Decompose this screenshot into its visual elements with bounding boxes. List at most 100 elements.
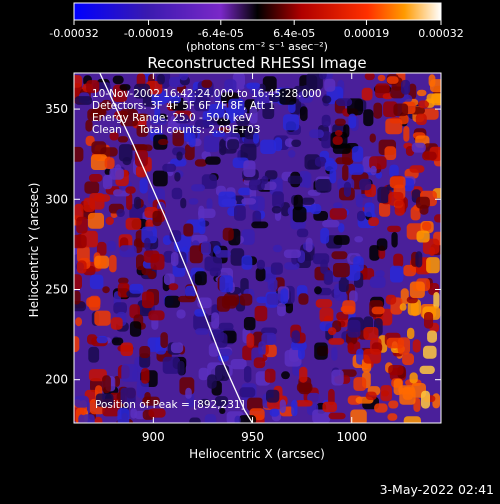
image-pixel-blob xyxy=(144,237,151,250)
image-pixel-blob xyxy=(188,198,199,205)
image-pixel-blob xyxy=(388,400,399,409)
colorbar-tick-label: 0.00032 xyxy=(418,27,464,40)
image-pixel-blob xyxy=(87,212,104,229)
image-pixel-blob xyxy=(150,118,167,125)
image-pixel-blob xyxy=(188,92,196,104)
image-pixel-blob xyxy=(142,291,154,309)
image-pixel-blob xyxy=(287,175,303,184)
x-axis-label: Heliocentric X (arcsec) xyxy=(189,447,325,461)
image-pixel-blob xyxy=(353,377,367,391)
image-pixel-blob xyxy=(422,151,437,161)
image-pixel-blob xyxy=(433,292,440,309)
image-pixel-blob xyxy=(410,206,421,221)
image-pixel-blob xyxy=(301,197,315,205)
image-pixel-blob xyxy=(88,174,103,182)
image-pixel-blob xyxy=(354,236,364,243)
image-pixel-blob xyxy=(75,317,82,327)
image-pixel-blob xyxy=(331,251,348,260)
image-pixel-blob xyxy=(136,254,145,271)
image-pixel-blob xyxy=(269,408,280,417)
image-pixel-blob xyxy=(211,312,220,329)
image-pixel-blob xyxy=(377,74,386,82)
image-pixel-blob xyxy=(418,100,429,109)
image-pixel-blob xyxy=(434,214,441,223)
image-pixel-blob xyxy=(272,191,284,208)
image-pixel-blob xyxy=(74,290,81,305)
image-pixel-blob xyxy=(284,262,300,270)
image-pixel-blob xyxy=(299,366,308,383)
image-pixel-blob xyxy=(376,238,388,251)
image-pixel-blob xyxy=(136,113,149,121)
image-pixel-blob xyxy=(78,414,95,423)
image-pixel-blob xyxy=(195,328,209,335)
image-pixel-blob xyxy=(218,191,236,208)
image-pixel-blob xyxy=(109,168,124,180)
image-pixel-blob xyxy=(201,79,213,88)
image-pixel-blob xyxy=(130,408,138,419)
image-pixel-blob xyxy=(194,159,207,167)
image-pixel-blob xyxy=(218,322,234,331)
image-pixel-blob xyxy=(281,371,290,380)
image-pixel-blob xyxy=(219,275,233,293)
image-pixel-blob xyxy=(342,164,349,181)
image-pixel-blob xyxy=(426,257,440,274)
image-pixel-blob xyxy=(120,109,138,127)
image-pixel-blob xyxy=(118,277,129,284)
image-pixel-blob xyxy=(423,345,437,359)
image-pixel-blob xyxy=(385,294,397,305)
image-pixel-blob xyxy=(205,156,221,165)
image-pixel-blob xyxy=(409,281,425,299)
image-pixel-blob xyxy=(371,306,385,315)
image-pixel-blob xyxy=(241,229,255,245)
image-pixel-blob xyxy=(117,408,130,423)
image-pixel-blob xyxy=(338,223,345,233)
image-pixel-blob xyxy=(399,387,416,405)
image-pixel-blob xyxy=(296,228,309,238)
image-pixel-blob xyxy=(298,293,309,305)
image-pixel-blob xyxy=(142,396,160,406)
image-pixel-blob xyxy=(160,332,168,349)
footer-timestamp: 3-May-2022 02:41 xyxy=(380,482,494,497)
image-pixel-blob xyxy=(430,79,441,93)
image-pixel-blob xyxy=(243,160,256,178)
image-pixel-blob xyxy=(148,310,165,321)
image-pixel-blob xyxy=(74,336,80,353)
image-pixel-blob xyxy=(171,252,179,267)
image-pixel-blob xyxy=(134,83,151,99)
image-pixel-blob xyxy=(129,204,147,220)
image-pixel-blob xyxy=(350,409,367,423)
image-pixel-blob xyxy=(296,382,313,393)
image-pixel-blob xyxy=(262,103,275,119)
image-pixel-blob xyxy=(198,218,206,235)
image-pixel-blob xyxy=(139,178,148,194)
image-pixel-blob xyxy=(255,267,266,282)
image-pixel-blob xyxy=(351,146,364,162)
image-pixel-blob xyxy=(105,216,114,225)
image-pixel-blob xyxy=(277,302,286,317)
image-pixel-blob xyxy=(189,417,201,423)
image-pixel-blob xyxy=(291,399,298,417)
image-pixel-blob xyxy=(119,84,131,91)
image-pixel-blob xyxy=(264,170,278,180)
image-pixel-blob xyxy=(83,197,95,212)
image-pixel-blob xyxy=(347,319,361,338)
image-pixel-blob xyxy=(342,300,356,315)
image-pixel-blob xyxy=(176,151,183,161)
image-pixel-blob xyxy=(266,293,284,305)
image-pixel-blob xyxy=(293,194,303,211)
image-pixel-blob xyxy=(292,206,307,223)
image-pixel-blob xyxy=(162,235,172,245)
image-pixel-blob xyxy=(256,296,268,304)
image-pixel-blob xyxy=(174,172,181,182)
image-pixel-blob xyxy=(314,342,328,360)
image-pixel-blob xyxy=(368,217,379,226)
image-pixel-blob xyxy=(363,327,379,340)
image-pixel-blob xyxy=(147,270,157,280)
image-pixel-blob xyxy=(113,375,120,387)
image-pixel-blob xyxy=(126,192,133,210)
image-pixel-blob xyxy=(111,337,124,346)
image-pixel-blob xyxy=(271,206,282,214)
image-pixel-blob xyxy=(247,397,263,412)
image-pixel-blob xyxy=(401,79,411,95)
image-pixel-blob xyxy=(139,346,151,359)
